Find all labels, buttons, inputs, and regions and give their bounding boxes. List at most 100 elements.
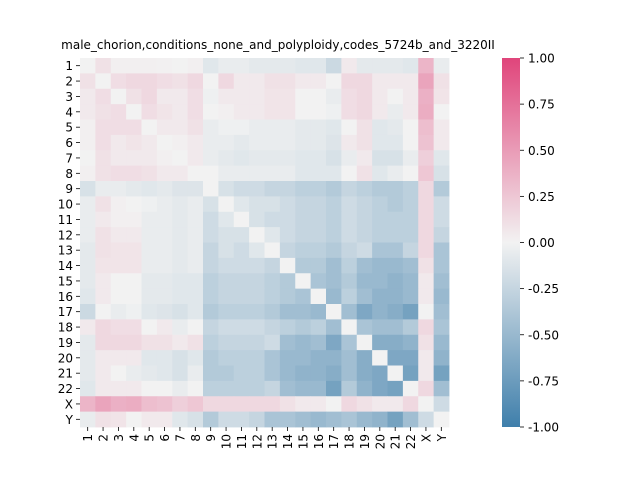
x-tick-label: X [419,434,433,442]
heatmap-cell [95,380,112,397]
heatmap-cell [310,165,327,182]
heatmap-cell [203,134,219,151]
heatmap-cell [295,288,312,305]
heatmap-cell [264,134,281,151]
y-tick-label: 16 [58,290,73,304]
heatmap-cell [233,319,250,336]
heatmap-cell [387,119,404,136]
heatmap-cell [203,411,219,428]
heatmap-cell [156,350,173,366]
heatmap-cell [279,196,296,213]
heatmap-cell [126,380,142,397]
heatmap-cell [356,365,373,382]
heatmap-cell [310,257,327,274]
heatmap-cell [326,257,342,274]
heatmap-cell [95,73,112,90]
heatmap-cell [372,242,388,259]
colorbar-tick-label: -0.50 [528,328,559,342]
heatmap-cell [433,165,450,182]
heatmap-cell [218,257,235,274]
heatmap-cell [402,257,419,274]
heatmap-cell [233,242,250,259]
heatmap-cell [218,196,235,213]
y-tick-label: 1 [65,59,73,73]
heatmap-cell [156,288,173,305]
heatmap-cell [402,104,419,120]
heatmap-cell [356,196,373,213]
heatmap-cell [310,319,327,336]
colorbar-tick-label: -1.00 [528,421,559,435]
heatmap-cell [433,380,450,397]
heatmap-cell [95,150,112,167]
heatmap-cell [80,334,96,351]
heatmap-cell [233,165,250,182]
heatmap-cell [249,134,265,151]
heatmap-cell [418,304,435,320]
heatmap-cell [310,350,327,366]
heatmap-cell [172,350,189,366]
heatmap-cell [356,150,373,167]
heatmap-cell [95,257,112,274]
heatmap-cell [110,73,127,90]
heatmap-cell [372,396,388,413]
heatmap-cell [418,211,435,228]
heatmap-cell [233,196,250,213]
heatmap-cell [110,319,127,336]
heatmap-cell [187,73,204,90]
heatmap-cell [326,165,342,182]
heatmap-cell [264,319,281,336]
heatmap-cell [218,73,235,90]
heatmap-cell [279,396,296,413]
heatmap-cell [264,211,281,228]
heatmap-cell [326,365,342,382]
heatmap-cell [218,350,235,366]
heatmap-cell [95,396,112,413]
colorbar-tick-label: -0.75 [528,374,559,388]
heatmap-cell [310,211,327,228]
heatmap-cell [218,411,235,428]
heatmap-cell [264,88,281,105]
heatmap-cell [203,196,219,213]
heatmap-cell [80,227,96,243]
heatmap-cell [233,88,250,105]
heatmap-cell [249,411,265,428]
heatmap-cell [203,119,219,136]
heatmap-cell [356,134,373,151]
heatmap-cell [233,227,250,243]
y-tick-label: 6 [65,136,73,150]
heatmap-cell [110,273,127,290]
heatmap-cell [341,242,358,259]
heatmap-cell [156,227,173,243]
heatmap-cell [233,411,250,428]
chart-title: male_chorion,conditions_none_and_polyplo… [61,38,495,52]
heatmap-cell [156,257,173,274]
heatmap-cell [372,165,388,182]
heatmap-cell [295,319,312,336]
heatmap-cell [356,242,373,259]
heatmap-cell [218,150,235,167]
y-tick-label: X [65,397,73,411]
heatmap-cell [141,227,158,243]
heatmap-cell [295,227,312,243]
y-tick-label: 5 [65,121,73,135]
heatmap-cell [433,288,450,305]
heatmap-cell [126,73,142,90]
heatmap-cell [249,227,265,243]
heatmap-cell [203,227,219,243]
heatmap-cell [295,181,312,197]
heatmap-cell [95,319,112,336]
heatmap-cell [172,88,189,105]
heatmap-cell [433,119,450,136]
heatmap-cell [264,242,281,259]
heatmap-cell [218,227,235,243]
y-tick-label: 8 [65,167,73,181]
heatmap-cell [310,227,327,243]
heatmap-cell [387,380,404,397]
heatmap-cell [264,73,281,90]
heatmap-cell [126,58,142,74]
heatmap-cell [402,350,419,366]
heatmap-cell [295,119,312,136]
heatmap-cell [341,73,358,90]
heatmap-cell [356,350,373,366]
heatmap-cell [95,273,112,290]
